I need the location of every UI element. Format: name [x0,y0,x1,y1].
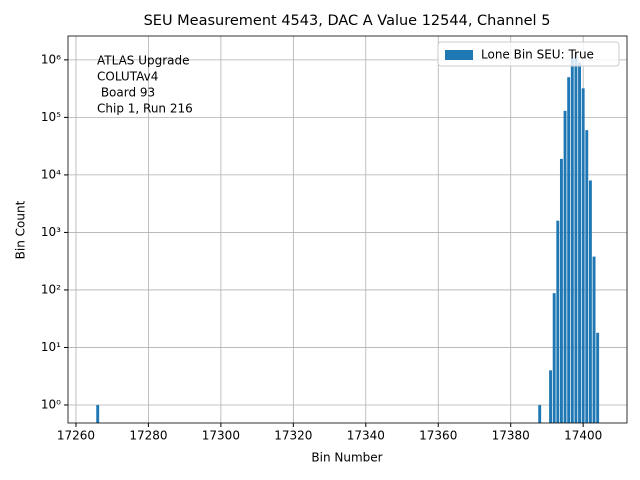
y-tick-label: 10⁵ [41,110,61,124]
bar [578,62,581,424]
legend-box [437,41,620,67]
bar [552,293,556,423]
legend-label: Lone Bin SEU: True [481,48,594,62]
annotation: Board 93 [97,86,155,100]
bar [581,88,585,424]
legend: Lone Bin SEU: True [437,41,620,67]
annotation: Chip 1, Run 216 [97,102,193,116]
bar [592,256,596,423]
y-tick-label: 10² [41,282,61,296]
y-tick-label: 10⁴ [41,167,61,181]
x-tick-label: 17380 [492,429,530,443]
bar [563,110,567,423]
bar [574,53,578,423]
bar [567,77,571,423]
bar [585,130,589,423]
x-tick-label: 17300 [202,429,240,443]
bar [549,370,553,423]
x-tick-label: 17340 [347,429,385,443]
x-tick-label: 17280 [129,429,167,443]
x-tick-label: 17400 [564,429,602,443]
x-tick-label: 17360 [419,429,457,443]
chart-title: SEU Measurement 4543, DAC A Value 12544,… [144,13,551,29]
y-tick-label: 10³ [41,225,61,239]
legend-swatch [445,50,473,60]
x-axis-label: Bin Number [311,451,382,465]
bar [588,180,592,423]
y-axis-label: Bin Count [14,200,28,259]
plot-frame [67,35,628,424]
bar [559,158,563,424]
bar [556,220,560,423]
bar [570,57,574,424]
y-tick-label: 10⁰ [41,397,61,411]
x-tick-label: 17260 [57,429,95,443]
x-tick-label: 17320 [274,429,312,443]
annotation: ATLAS Upgrade [97,54,190,68]
annotation: COLUTAv4 [97,70,158,84]
bar [596,332,600,423]
y-tick-label: 10⁶ [41,52,61,66]
bar [538,404,542,423]
y-tick-label: 10¹ [41,340,61,354]
bar [96,404,100,423]
